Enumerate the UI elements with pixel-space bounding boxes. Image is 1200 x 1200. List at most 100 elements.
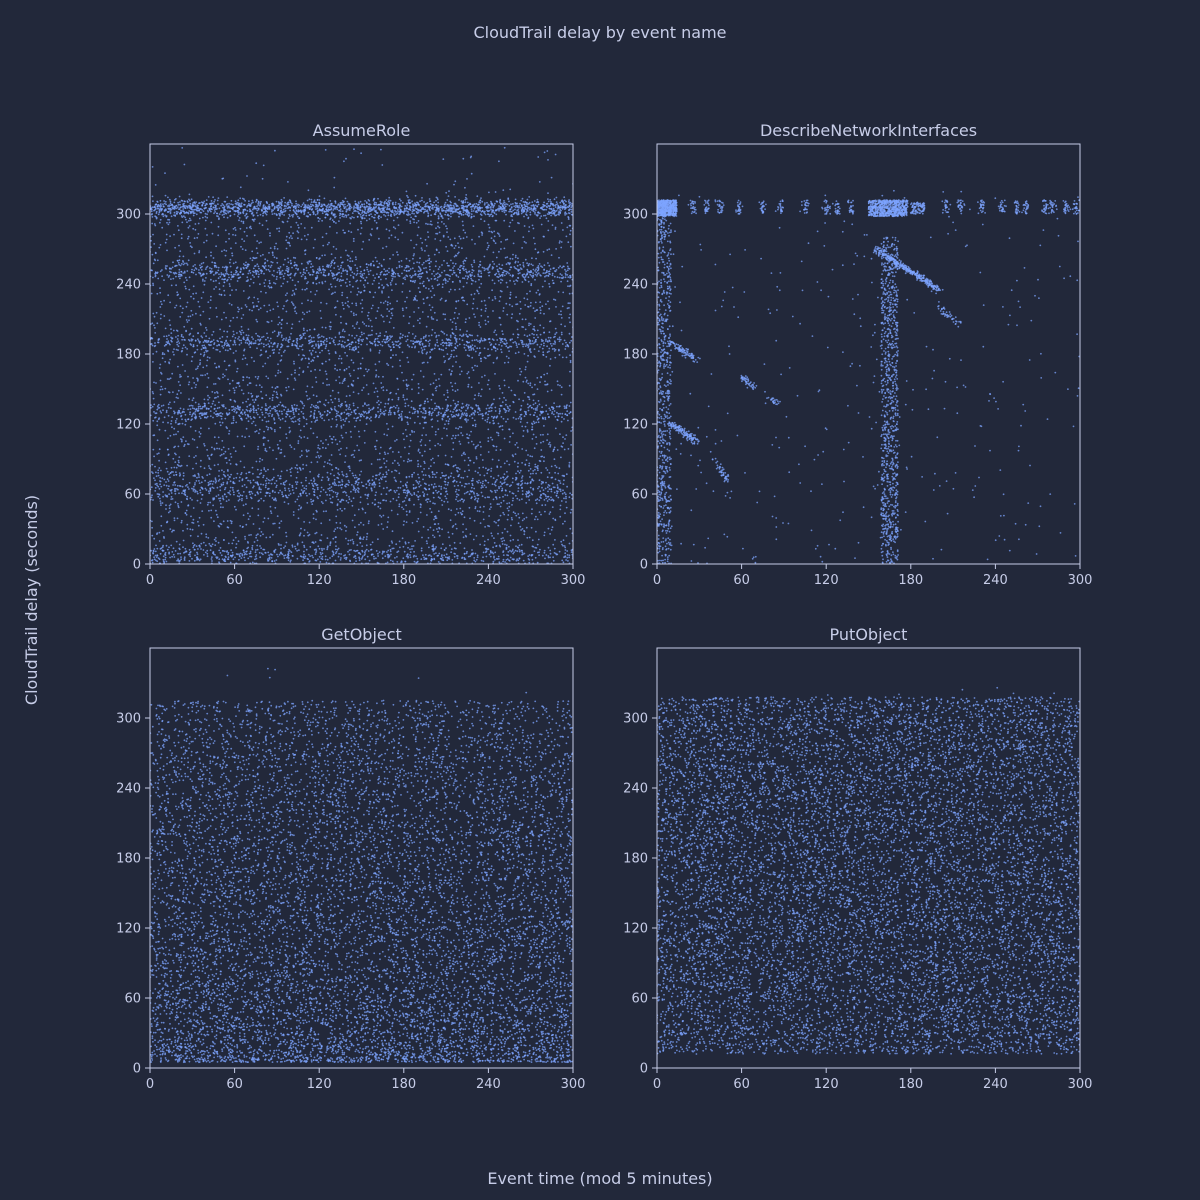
data-point	[494, 373, 496, 375]
data-point	[231, 254, 234, 257]
data-point	[431, 273, 433, 275]
data-point	[432, 382, 435, 385]
data-point	[322, 336, 325, 338]
data-point	[489, 263, 491, 266]
data-point	[358, 412, 361, 415]
data-point	[208, 317, 211, 320]
data-point	[443, 355, 445, 358]
data-point	[275, 242, 277, 245]
data-point	[195, 273, 197, 276]
data-point	[157, 495, 160, 498]
data-point	[536, 415, 538, 418]
data-point	[494, 558, 496, 561]
data-point	[395, 489, 398, 492]
data-point	[405, 383, 408, 386]
data-point	[449, 544, 451, 547]
data-point	[213, 436, 216, 439]
data-point	[217, 541, 220, 544]
data-point	[495, 219, 498, 222]
data-point	[183, 552, 185, 554]
data-point	[275, 214, 278, 216]
data-point	[338, 220, 340, 223]
data-point	[432, 473, 434, 476]
data-point	[411, 267, 414, 270]
data-point	[471, 238, 473, 241]
data-point	[172, 329, 175, 332]
data-point	[170, 407, 172, 410]
data-point	[202, 366, 205, 369]
data-point	[165, 544, 168, 547]
data-point	[238, 492, 240, 495]
data-point	[212, 504, 215, 507]
data-point	[470, 215, 473, 218]
data-point	[451, 328, 454, 331]
data-point	[223, 558, 226, 561]
data-point	[521, 493, 524, 496]
data-point	[464, 268, 467, 271]
data-point	[368, 410, 370, 413]
data-point	[257, 508, 260, 510]
data-point	[298, 408, 300, 411]
data-point	[262, 474, 265, 477]
data-point	[172, 391, 174, 393]
data-point	[177, 365, 179, 368]
data-point	[417, 275, 419, 278]
data-point	[431, 548, 434, 551]
data-point	[253, 218, 256, 221]
data-point	[518, 343, 520, 346]
data-point	[166, 470, 169, 473]
data-point	[239, 525, 242, 527]
data-point	[307, 553, 310, 556]
data-point	[445, 344, 448, 347]
data-point	[455, 254, 458, 257]
data-point	[193, 382, 196, 384]
data-point	[417, 459, 419, 462]
data-point	[509, 297, 511, 299]
data-point	[409, 280, 412, 282]
data-point	[351, 341, 354, 344]
data-point	[192, 546, 195, 549]
data-point	[239, 460, 242, 463]
data-point	[295, 221, 298, 224]
data-point	[234, 200, 237, 203]
data-point	[156, 424, 159, 427]
data-point	[492, 477, 495, 479]
data-point	[433, 275, 436, 277]
data-point	[452, 441, 455, 444]
data-point	[546, 500, 549, 502]
data-point	[459, 499, 461, 502]
data-point	[403, 550, 406, 553]
data-point	[199, 432, 202, 435]
data-point	[526, 482, 529, 485]
data-point	[497, 459, 500, 462]
data-point	[188, 560, 191, 562]
data-point	[332, 259, 335, 262]
data-point	[189, 332, 192, 335]
data-point	[185, 440, 187, 442]
data-point	[324, 347, 327, 350]
data-point	[212, 400, 215, 403]
data-point	[198, 559, 201, 562]
data-point	[180, 263, 183, 265]
data-point	[502, 537, 504, 539]
data-point	[341, 436, 344, 439]
data-point	[360, 152, 362, 155]
data-point	[192, 467, 194, 470]
data-point	[421, 454, 424, 457]
data-point	[299, 493, 302, 495]
data-point	[375, 369, 378, 372]
data-point	[293, 448, 296, 450]
data-point	[503, 203, 506, 206]
data-point	[505, 544, 508, 546]
data-point	[234, 409, 237, 411]
data-point	[293, 360, 295, 363]
data-point	[265, 394, 268, 397]
data-point	[178, 543, 181, 546]
data-point	[483, 255, 486, 258]
data-point	[396, 212, 399, 215]
data-point	[436, 319, 438, 321]
data-point	[274, 374, 277, 377]
data-point	[159, 363, 162, 366]
data-point	[430, 223, 433, 226]
data-point	[556, 492, 559, 495]
